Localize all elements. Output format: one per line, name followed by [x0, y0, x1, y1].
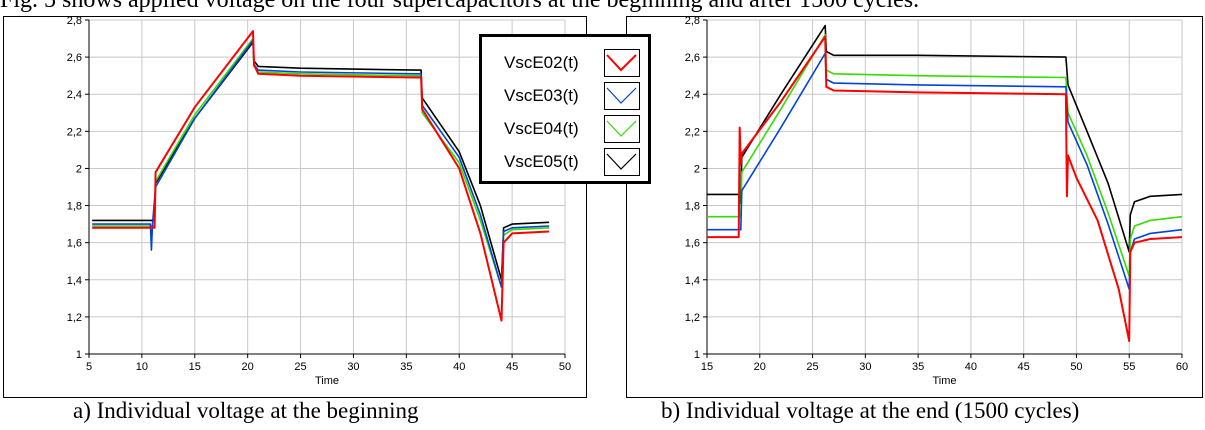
y-tick-label: 2,8: [67, 15, 82, 27]
x-tick-label: 50: [559, 361, 571, 373]
legend-swatch-icon: [604, 148, 640, 176]
series-line-vsce03t: [707, 52, 1183, 290]
y-tick-label: 1,6: [67, 238, 82, 250]
chart-b-frame: [626, 16, 1203, 398]
legend: VscE02(t) VscE03(t) VscE04(t) VscE05(t): [479, 34, 651, 184]
x-axis-label: Time: [315, 375, 339, 387]
x-tick-label: 55: [1123, 361, 1135, 373]
legend-item: VscE02(t): [482, 49, 648, 79]
x-tick-label: 15: [701, 361, 713, 373]
x-tick-label: 45: [1018, 361, 1030, 373]
series-line-vsce05t: [707, 24, 1183, 253]
y-tick-label: 1,4: [685, 275, 700, 287]
y-tick-label: 1,2: [67, 312, 82, 324]
series-line-vsce02t: [92, 30, 550, 322]
legend-item: VscE03(t): [482, 82, 648, 112]
legend-swatch-icon: [604, 115, 640, 143]
x-tick-label: 35: [400, 361, 412, 373]
figure-intro-text: Fig. 5 shows applied voltage on the four…: [0, 0, 920, 13]
x-tick-label: 50: [1070, 361, 1082, 373]
legend-swatch-icon: [604, 82, 640, 110]
y-tick-label: 2,4: [685, 89, 700, 101]
y-tick-label: 2: [76, 163, 82, 175]
y-tick-label: 1,4: [67, 275, 82, 287]
y-tick-label: 2: [694, 163, 700, 175]
legend-swatch-icon: [604, 49, 640, 77]
series-line-vsce02t: [707, 35, 1183, 342]
x-tick-label: 5: [86, 361, 92, 373]
y-tick-label: 1,8: [67, 201, 82, 213]
y-tick-label: 2,4: [67, 89, 82, 101]
x-tick-label: 40: [453, 361, 465, 373]
y-tick-label: 1,2: [685, 312, 700, 324]
legend-label: VscE05(t): [504, 152, 579, 171]
x-tick-label: 20: [754, 361, 766, 373]
x-tick-label: 10: [136, 361, 148, 373]
legend-label: VscE02(t): [504, 53, 579, 72]
legend-label: VscE04(t): [504, 119, 579, 138]
x-tick-label: 35: [912, 361, 924, 373]
legend-item: VscE04(t): [482, 115, 648, 145]
series-line-vsce04t: [707, 33, 1183, 277]
x-tick-label: 30: [859, 361, 871, 373]
x-tick-label: 25: [294, 361, 306, 373]
x-tick-label: 40: [965, 361, 977, 373]
legend-label: VscE03(t): [504, 86, 579, 105]
x-tick-label: 15: [189, 361, 201, 373]
legend-item: VscE05(t): [482, 148, 648, 178]
x-axis-label: Time: [932, 375, 956, 387]
y-tick-label: 1,8: [685, 201, 700, 213]
x-tick-label: 60: [1176, 361, 1188, 373]
x-tick-label: 30: [347, 361, 359, 373]
x-tick-label: 45: [506, 361, 518, 373]
chart-a-caption: a) Individual voltage at the beginning: [73, 398, 419, 423]
x-tick-label: 25: [806, 361, 818, 373]
chart-b-caption: b) Individual voltage at the end (1500 c…: [661, 398, 1080, 423]
y-tick-label: 2,2: [685, 126, 700, 138]
y-tick-label: 1: [76, 349, 82, 361]
x-tick-label: 20: [242, 361, 254, 373]
y-tick-label: 2,6: [67, 52, 82, 64]
chart-b: 15 20 25 30 35 40 45 50 55 60 1 1,2 1,4 1,6 1,8 2 2,2 2,4…: [685, 15, 1188, 387]
y-tick-label: 1: [694, 349, 700, 361]
y-tick-label: 2,6: [685, 52, 700, 64]
y-tick-label: 1,6: [685, 238, 700, 250]
y-tick-label: 2,8: [685, 15, 700, 27]
y-tick-label: 2,2: [67, 126, 82, 138]
